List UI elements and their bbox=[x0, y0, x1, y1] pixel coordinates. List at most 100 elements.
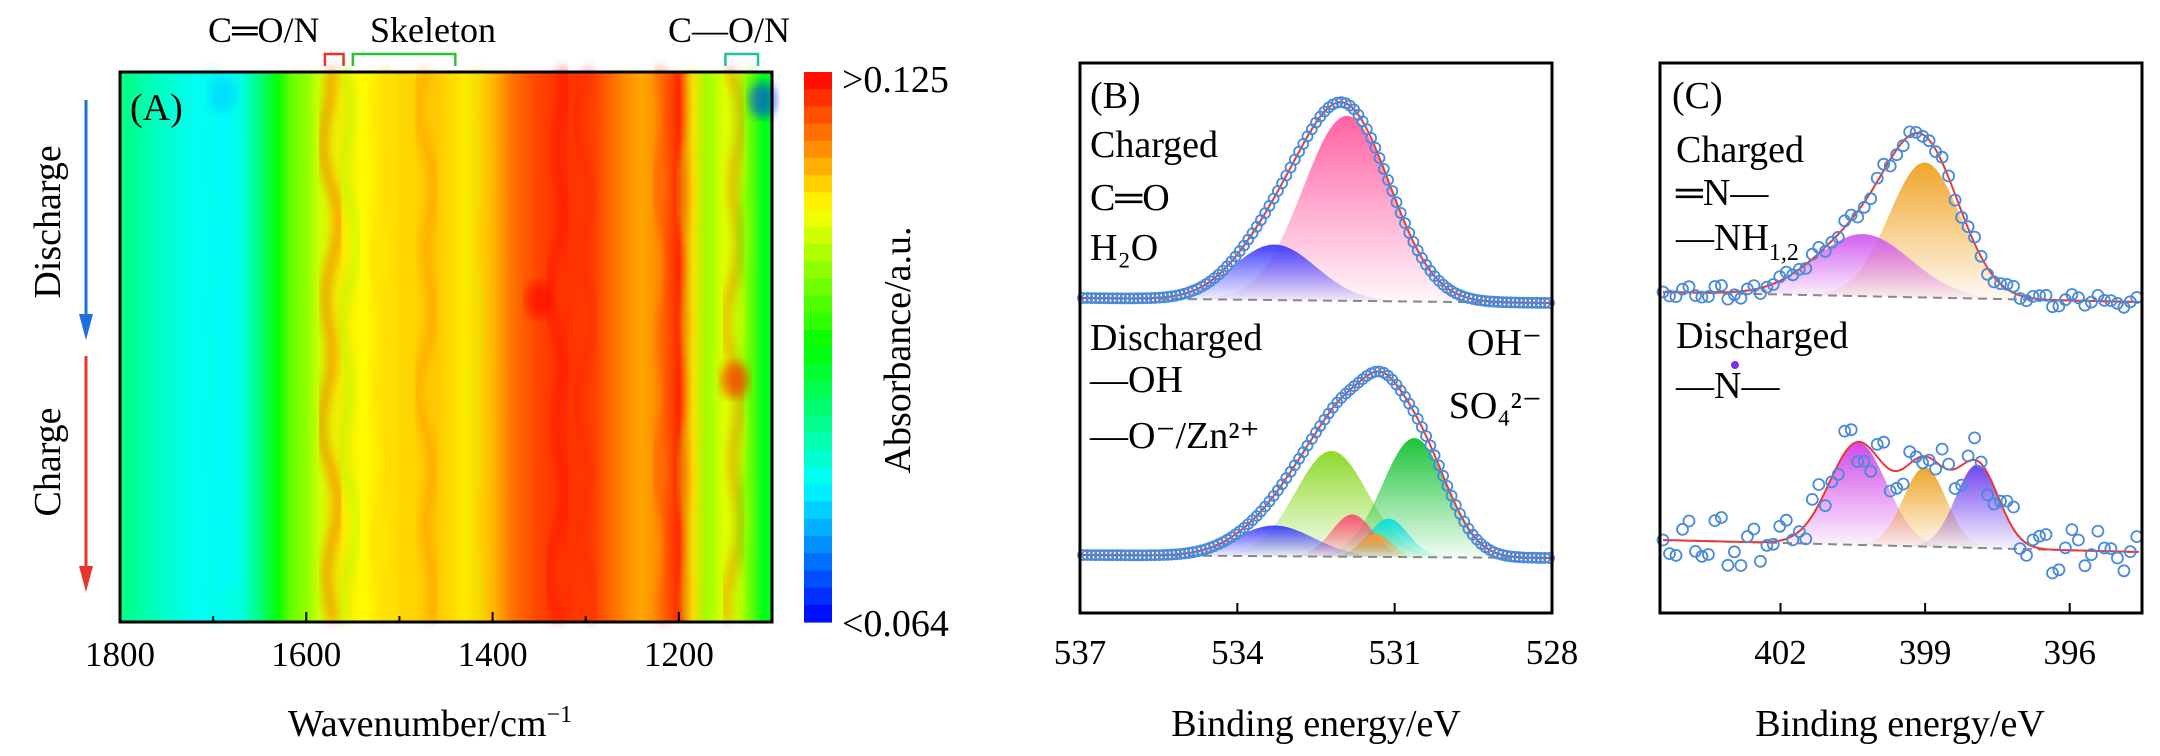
data-point bbox=[1521, 551, 1534, 564]
data-point bbox=[1760, 539, 1774, 552]
colorbar-band bbox=[804, 157, 832, 176]
c-nh-label: —NH1,2 bbox=[1675, 217, 1799, 266]
heatmap-streak bbox=[570, 67, 600, 623]
data-point bbox=[1766, 278, 1780, 291]
data-point bbox=[1987, 497, 2001, 511]
colorbar-band bbox=[804, 140, 832, 159]
data-point bbox=[1870, 171, 1884, 185]
data-point bbox=[1373, 152, 1386, 164]
data-point bbox=[1818, 499, 1832, 513]
b-oh-label: —OH bbox=[1089, 359, 1183, 401]
data-point bbox=[1721, 292, 1735, 306]
data-point bbox=[2000, 494, 2014, 508]
data-point bbox=[1728, 288, 1741, 302]
data-point bbox=[1909, 125, 1923, 139]
colorbar-band bbox=[804, 587, 832, 606]
data-point bbox=[1132, 549, 1144, 562]
data-point bbox=[2078, 298, 2092, 312]
colorbar-band bbox=[804, 484, 832, 503]
heatmap-streak bbox=[315, 67, 345, 623]
heatmap-streak bbox=[412, 67, 441, 623]
discharge-arrow bbox=[79, 100, 93, 340]
data-point bbox=[1929, 462, 1942, 476]
data-point bbox=[1077, 292, 1089, 304]
data-point bbox=[1792, 262, 1806, 276]
colorbar-band bbox=[804, 467, 832, 486]
data-point bbox=[1663, 289, 1676, 303]
data-point bbox=[1922, 134, 1936, 148]
x-tick-label-b: 531 bbox=[1368, 633, 1421, 672]
data-point bbox=[2110, 296, 2124, 310]
colorbar-band bbox=[804, 536, 832, 554]
data-point bbox=[1825, 475, 1839, 489]
data-point bbox=[1394, 206, 1407, 219]
data-point bbox=[1513, 551, 1526, 564]
data-point bbox=[1955, 478, 1968, 492]
x-tick-label-a: 1600 bbox=[271, 635, 341, 674]
x-tick-label-b: 534 bbox=[1211, 633, 1264, 672]
data-point bbox=[2123, 295, 2137, 309]
data-point bbox=[2091, 524, 2105, 538]
data-point bbox=[1857, 200, 1871, 214]
data-point bbox=[1741, 530, 1754, 543]
colorbar-band bbox=[804, 261, 832, 279]
colorbar-band bbox=[804, 312, 832, 331]
data-point bbox=[1948, 193, 1962, 207]
data-point bbox=[1543, 297, 1555, 309]
data-point bbox=[1144, 292, 1157, 305]
panel-b: (B) Charged C═O H₂O Discharged —OH —O⁻/Z… bbox=[1054, 61, 1578, 745]
colorbar-band bbox=[804, 553, 832, 572]
data-point bbox=[1935, 150, 1949, 164]
c-n-double-label: ═N— bbox=[1675, 172, 1769, 214]
heatmap-streak bbox=[543, 67, 571, 624]
data-point bbox=[1844, 423, 1858, 437]
data-point bbox=[1517, 551, 1530, 564]
data-point bbox=[2026, 533, 2040, 547]
data-point bbox=[2104, 542, 2118, 555]
data-point bbox=[1136, 292, 1149, 305]
data-point bbox=[1741, 282, 1754, 296]
spectra-b bbox=[1077, 96, 1555, 564]
c-n-radical-label: —N— bbox=[1675, 365, 1780, 407]
data-point bbox=[1766, 537, 1780, 551]
data-point bbox=[2117, 564, 2131, 578]
data-point bbox=[2020, 549, 2033, 562]
data-point bbox=[1166, 548, 1178, 561]
fit-component bbox=[1325, 533, 1426, 558]
data-point bbox=[1682, 514, 1696, 528]
data-point bbox=[2039, 528, 2053, 541]
data-point bbox=[1187, 546, 1199, 559]
colorbar-band bbox=[804, 415, 832, 434]
data-point bbox=[1916, 456, 1929, 470]
data-point bbox=[1085, 549, 1098, 561]
colorbar-bands bbox=[804, 72, 832, 623]
data-point bbox=[2013, 292, 2027, 305]
data-point bbox=[1488, 295, 1500, 308]
colorbar-band bbox=[804, 398, 832, 417]
data-point bbox=[1119, 549, 1132, 562]
heatmap-streak bbox=[650, 67, 679, 623]
data-point bbox=[1166, 290, 1178, 303]
x-axis-a-title: Wavenumber/cm−1 bbox=[288, 702, 572, 745]
spectra-c bbox=[1656, 125, 2144, 580]
heatmap-patch bbox=[525, 282, 554, 318]
data-point bbox=[1754, 554, 1767, 568]
data-point bbox=[1530, 551, 1543, 564]
x-tick-label-a: 1200 bbox=[644, 635, 714, 674]
data-point bbox=[2052, 563, 2066, 577]
data-point bbox=[1890, 481, 1904, 495]
data-point bbox=[1903, 125, 1917, 139]
x-axis-b-title: Binding energy/eV bbox=[1171, 703, 1461, 745]
colorbar-band bbox=[804, 243, 832, 262]
colorbar-max: >0.125 bbox=[842, 59, 949, 101]
x-axis-b: 537 534 531 528 bbox=[1054, 603, 1578, 672]
data-point bbox=[1543, 552, 1555, 564]
data-point bbox=[1877, 435, 1891, 449]
data-point bbox=[2097, 293, 2111, 307]
annot-skeleton: Skeleton bbox=[370, 10, 496, 50]
data-point bbox=[1708, 514, 1722, 527]
data-point bbox=[1870, 437, 1884, 451]
data-point bbox=[1922, 453, 1936, 467]
colorbar-band bbox=[804, 364, 832, 382]
data-point bbox=[1792, 525, 1806, 538]
